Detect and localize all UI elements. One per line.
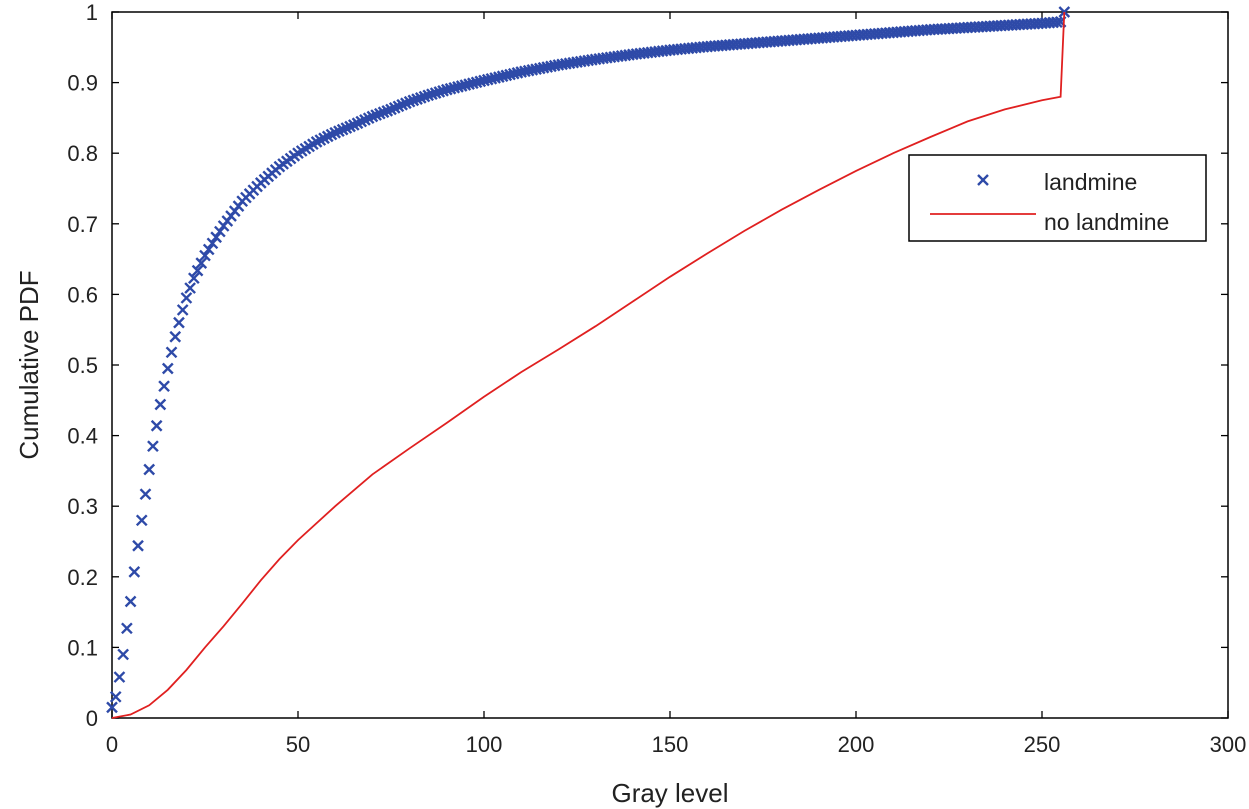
data-point xyxy=(1051,16,1063,29)
data-point xyxy=(199,249,211,262)
data-point xyxy=(176,304,189,316)
data-point xyxy=(109,690,122,703)
data-point xyxy=(106,701,118,714)
y-tick-label: 0.7 xyxy=(67,212,98,237)
data-point xyxy=(154,398,167,411)
y-tick-label: 0.2 xyxy=(67,565,98,590)
data-point xyxy=(117,648,130,661)
y-tick-label: 0.6 xyxy=(67,282,98,307)
data-point xyxy=(191,264,204,277)
y-tick-label: 0.8 xyxy=(67,141,98,166)
data-point xyxy=(214,225,226,238)
data-point xyxy=(184,282,196,294)
x-tick-label: 100 xyxy=(466,732,503,757)
data-point xyxy=(169,330,182,343)
y-tick-label: 0.5 xyxy=(67,353,98,378)
data-point xyxy=(121,622,133,635)
data-point xyxy=(135,514,148,527)
x-tick-label: 50 xyxy=(286,732,310,757)
ticks: 0 50 100 150 200 250 300 0 0.1 0.2 0.3 0.4 0.5 0.6 0.7… xyxy=(67,0,1246,757)
y-tick-label: 0.9 xyxy=(67,71,98,96)
data-point xyxy=(158,380,170,393)
data-point xyxy=(139,488,152,501)
y-axis-label: Cumulative PDF xyxy=(14,270,44,459)
x-tick-label: 0 xyxy=(106,732,118,757)
data-point xyxy=(113,671,126,683)
data-point xyxy=(161,362,174,375)
data-point xyxy=(124,595,137,608)
legend-label-no-landmine: no landmine xyxy=(1044,209,1169,235)
data-point xyxy=(128,566,141,578)
data-point xyxy=(165,346,178,359)
legend: landmine no landmine xyxy=(908,154,1207,242)
series xyxy=(106,6,1071,719)
data-point xyxy=(195,257,208,269)
data-point xyxy=(187,272,200,285)
y-tick-label: 0.1 xyxy=(67,635,98,660)
x-axis-label: Gray level xyxy=(611,778,728,808)
y-tick-label: 0.3 xyxy=(67,494,98,519)
x-tick-label: 300 xyxy=(1210,732,1247,757)
data-point xyxy=(180,292,193,304)
legend-label-landmine: landmine xyxy=(1044,169,1137,195)
y-tick-label: 0 xyxy=(86,706,98,731)
legend-box xyxy=(908,154,1207,242)
x-tick-label: 150 xyxy=(652,732,689,757)
data-point xyxy=(206,237,219,250)
legend-marker-landmine xyxy=(977,174,989,186)
data-point xyxy=(150,419,163,432)
plot-frame xyxy=(111,11,1229,719)
y-tick-label: 1 xyxy=(86,0,98,25)
axes-box xyxy=(111,11,1229,719)
data-point xyxy=(202,243,215,256)
data-point xyxy=(132,539,144,552)
data-point xyxy=(1058,6,1071,18)
data-point xyxy=(147,440,159,453)
series-line-no-landmine xyxy=(111,11,1066,719)
series-markers-landmine xyxy=(106,6,1071,714)
legend-x-glyph xyxy=(977,174,989,186)
data-point xyxy=(143,463,156,476)
x-tick-label: 200 xyxy=(838,732,875,757)
x-tick-label: 250 xyxy=(1024,732,1061,757)
y-tick-label: 0.4 xyxy=(67,424,98,449)
data-point xyxy=(210,231,223,244)
data-point xyxy=(173,316,185,329)
